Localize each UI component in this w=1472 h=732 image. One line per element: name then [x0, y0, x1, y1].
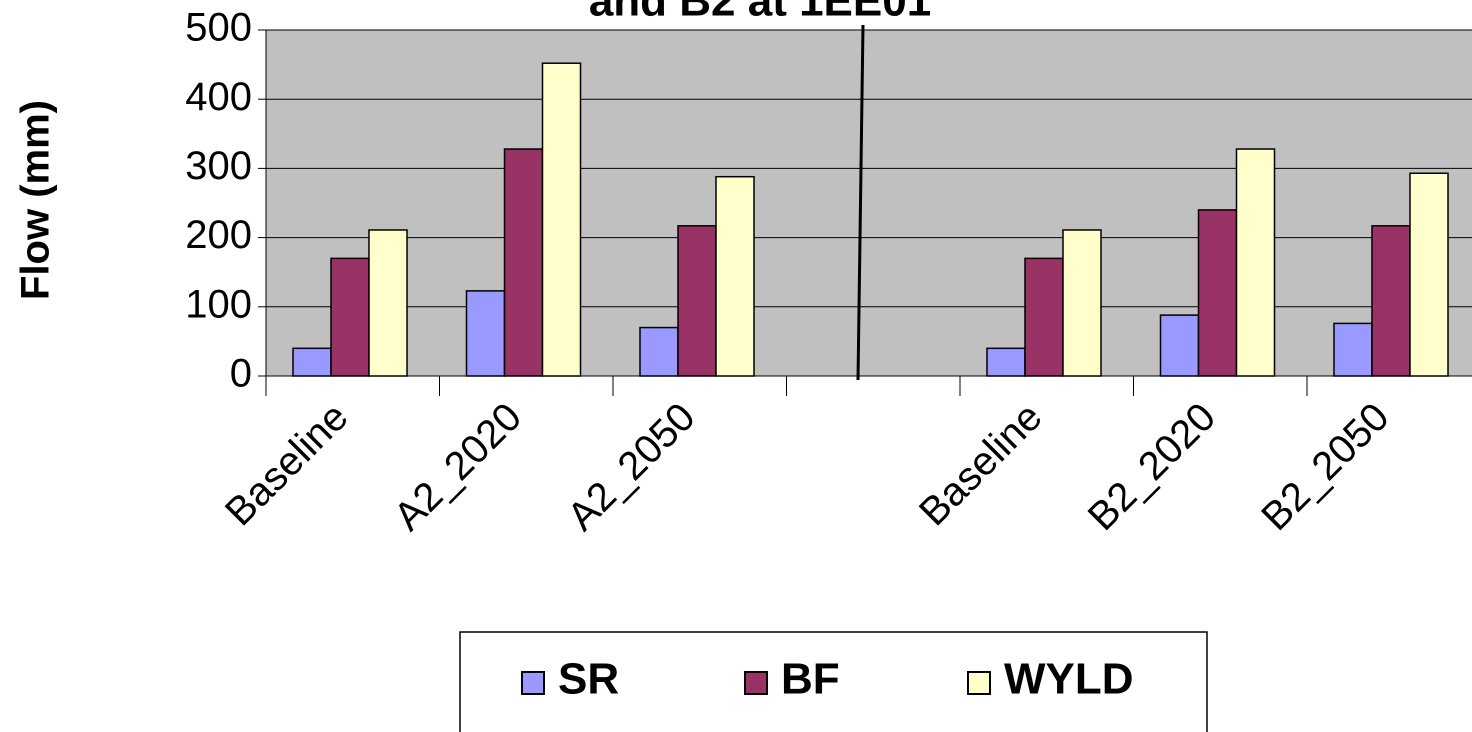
y-tick-label: 300	[185, 144, 252, 188]
legend-label: BF	[781, 655, 840, 704]
y-tick-label: 400	[185, 75, 252, 119]
bar	[986, 347, 1026, 377]
plot-area	[265, 29, 1472, 377]
bar	[1159, 314, 1200, 377]
bar	[1062, 229, 1102, 377]
y-tick-label: 500	[185, 6, 252, 50]
legend-label: WYLD	[1004, 655, 1134, 704]
legend-swatch	[967, 671, 991, 695]
bar	[1197, 209, 1238, 377]
bar	[677, 225, 717, 377]
bar	[368, 229, 408, 377]
x-tick-label: B2_2020	[1080, 395, 1224, 539]
bar	[292, 347, 332, 377]
bar	[1409, 172, 1449, 377]
bar	[1235, 148, 1276, 377]
y-axis-label: Flow (mm)	[14, 100, 58, 300]
x-tick-label: A2_2020	[386, 395, 530, 539]
y-tick-label: 0	[230, 352, 252, 396]
y-tick-label: 100	[185, 282, 252, 326]
bar	[1333, 322, 1373, 377]
bar	[503, 148, 544, 377]
bar	[330, 257, 370, 377]
bar	[715, 175, 755, 377]
legend	[459, 631, 1208, 732]
x-tick-label: B2_2050	[1253, 395, 1397, 539]
bar	[465, 290, 506, 377]
bar	[1024, 257, 1064, 377]
legend-swatch	[744, 671, 768, 695]
x-tick-label: A2_2050	[559, 395, 703, 539]
bar	[639, 326, 679, 377]
legend-swatch	[521, 671, 545, 695]
bar	[1371, 225, 1411, 377]
legend-label: SR	[558, 655, 619, 704]
x-tick-label: Baseline	[217, 395, 357, 535]
y-tick-label: 200	[185, 213, 252, 257]
bar	[541, 62, 582, 377]
chart-title: and B2 at 1EE01	[589, 0, 931, 26]
x-tick-label: Baseline	[911, 395, 1051, 535]
divider	[856, 24, 865, 381]
